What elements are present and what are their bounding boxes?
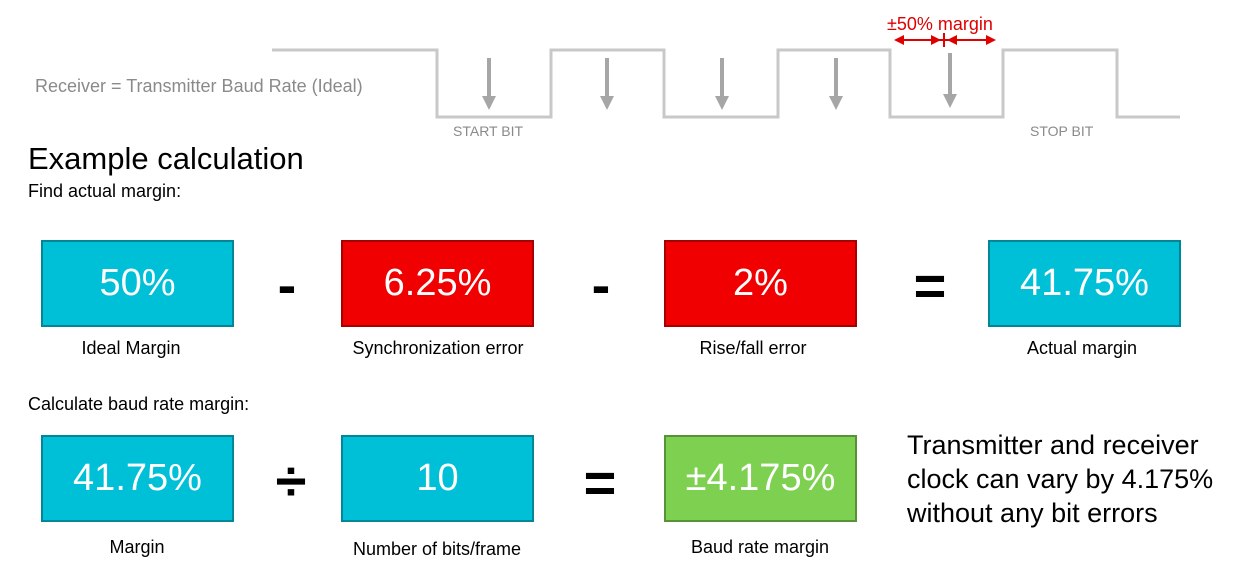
rise-fall-error-box: 2%	[664, 240, 857, 327]
actual-margin-caption: Actual margin	[1026, 338, 1138, 358]
conclusion-note: Transmitter and receiver clock can vary …	[907, 428, 1247, 530]
margin-value: 41.75%	[73, 457, 202, 499]
rise-fall-error-caption: Rise/fall error	[699, 338, 807, 358]
sample-arrow-head-3	[715, 96, 729, 110]
equals-operator-2: =	[583, 451, 617, 514]
minus-operator-1: -	[277, 253, 297, 316]
uart-signal-waveform	[272, 48, 1180, 119]
actual-margin-subtitle: Find actual margin:	[28, 181, 182, 201]
ideal-margin-value: 50%	[99, 262, 176, 304]
margin-label: ±50% margin	[887, 14, 993, 34]
note-line-3: without any bit errors	[907, 498, 1158, 528]
bits-per-frame-box: 10	[341, 435, 534, 522]
margin-box: 41.75%	[41, 435, 234, 522]
actual-margin-box: 41.75%	[988, 240, 1181, 327]
margin-arrowhead-right	[986, 35, 996, 45]
sample-arrow-head-2	[600, 96, 614, 110]
baud-rate-margin-box: ±4.175%	[664, 435, 857, 522]
margin-arrowhead-left	[894, 35, 904, 45]
sample-arrow-head-1	[482, 96, 496, 110]
sync-error-value: 6.25%	[383, 262, 492, 304]
sample-arrow-head-5	[943, 94, 957, 108]
bits-per-frame-caption: Number of bits/frame	[352, 539, 522, 559]
ideal-margin-caption: Ideal Margin	[81, 338, 181, 358]
actual-margin-value: 41.75%	[1020, 262, 1149, 304]
waveform-label: Receiver = Transmitter Baud Rate (Ideal)	[35, 76, 363, 96]
margin-caption: Margin	[109, 537, 165, 557]
note-line-2: clock can vary by 4.175%	[907, 464, 1214, 494]
start-bit-label: START BIT	[453, 123, 524, 139]
divide-operator: ÷	[275, 449, 307, 512]
sample-arrow-head-4	[829, 96, 843, 110]
rise-fall-error-value: 2%	[733, 262, 788, 304]
baud-margin-subtitle: Calculate baud rate margin:	[28, 394, 250, 414]
section-heading: Example calculation	[28, 141, 304, 176]
baud-rate-margin-caption: Baud rate margin	[690, 537, 830, 557]
equals-operator-1: =	[913, 254, 947, 317]
note-line-1: Transmitter and receiver	[907, 430, 1199, 460]
margin-arrowhead-center-right	[947, 35, 957, 45]
margin-indicator	[894, 33, 996, 47]
ideal-margin-box: 50%	[41, 240, 234, 327]
baud-rate-margin-value: ±4.175%	[685, 457, 836, 499]
margin-arrowhead-center-left	[931, 35, 941, 45]
minus-operator-2: -	[591, 253, 611, 316]
stop-bit-label: STOP BIT	[1030, 123, 1094, 139]
sync-error-caption: Synchronization error	[352, 338, 524, 358]
sync-error-box: 6.25%	[341, 240, 534, 327]
bits-per-frame-value: 10	[416, 457, 459, 499]
